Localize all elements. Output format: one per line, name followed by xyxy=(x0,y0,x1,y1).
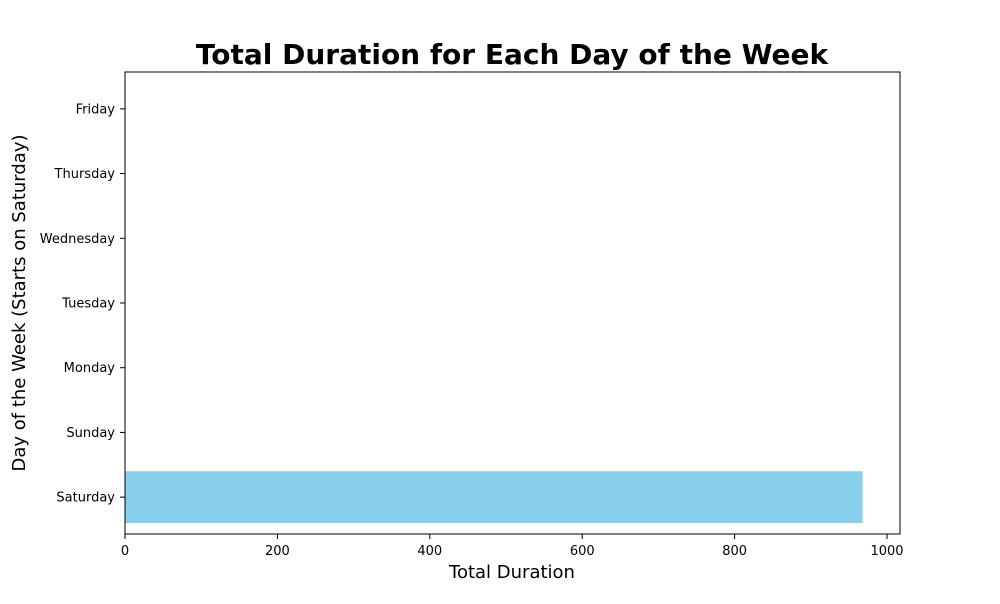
y-tick-label-sunday: Sunday xyxy=(66,426,115,441)
y-axis: Saturday Sunday Monday Tuesday Wednesday Thur… xyxy=(40,102,125,506)
chart-title: Total Duration for Each Day of the Week xyxy=(196,38,830,71)
x-tick-label: 200 xyxy=(265,544,290,559)
x-axis: 0 200 400 600 800 1000 xyxy=(121,534,904,559)
y-tick-label-wednesday: Wednesday xyxy=(40,232,116,247)
x-tick-label: 400 xyxy=(417,544,442,559)
x-tick-label: 800 xyxy=(722,544,747,559)
y-tick-label-friday: Friday xyxy=(76,102,116,117)
y-tick-label-thursday: Thursday xyxy=(54,167,116,182)
y-tick-label-saturday: Saturday xyxy=(56,491,115,506)
x-axis-label: Total Duration xyxy=(448,562,575,583)
y-axis-label: Day of the Week (Starts on Saturday) xyxy=(9,134,30,471)
y-tick-label-monday: Monday xyxy=(64,361,116,376)
x-tick-label: 1000 xyxy=(870,544,903,559)
plot-frame xyxy=(124,71,901,535)
x-tick-label: 0 xyxy=(121,544,129,559)
bars-group xyxy=(125,471,863,523)
bar-saturday xyxy=(125,471,863,523)
x-tick-label: 600 xyxy=(570,544,595,559)
y-tick-label-tuesday: Tuesday xyxy=(61,297,115,312)
